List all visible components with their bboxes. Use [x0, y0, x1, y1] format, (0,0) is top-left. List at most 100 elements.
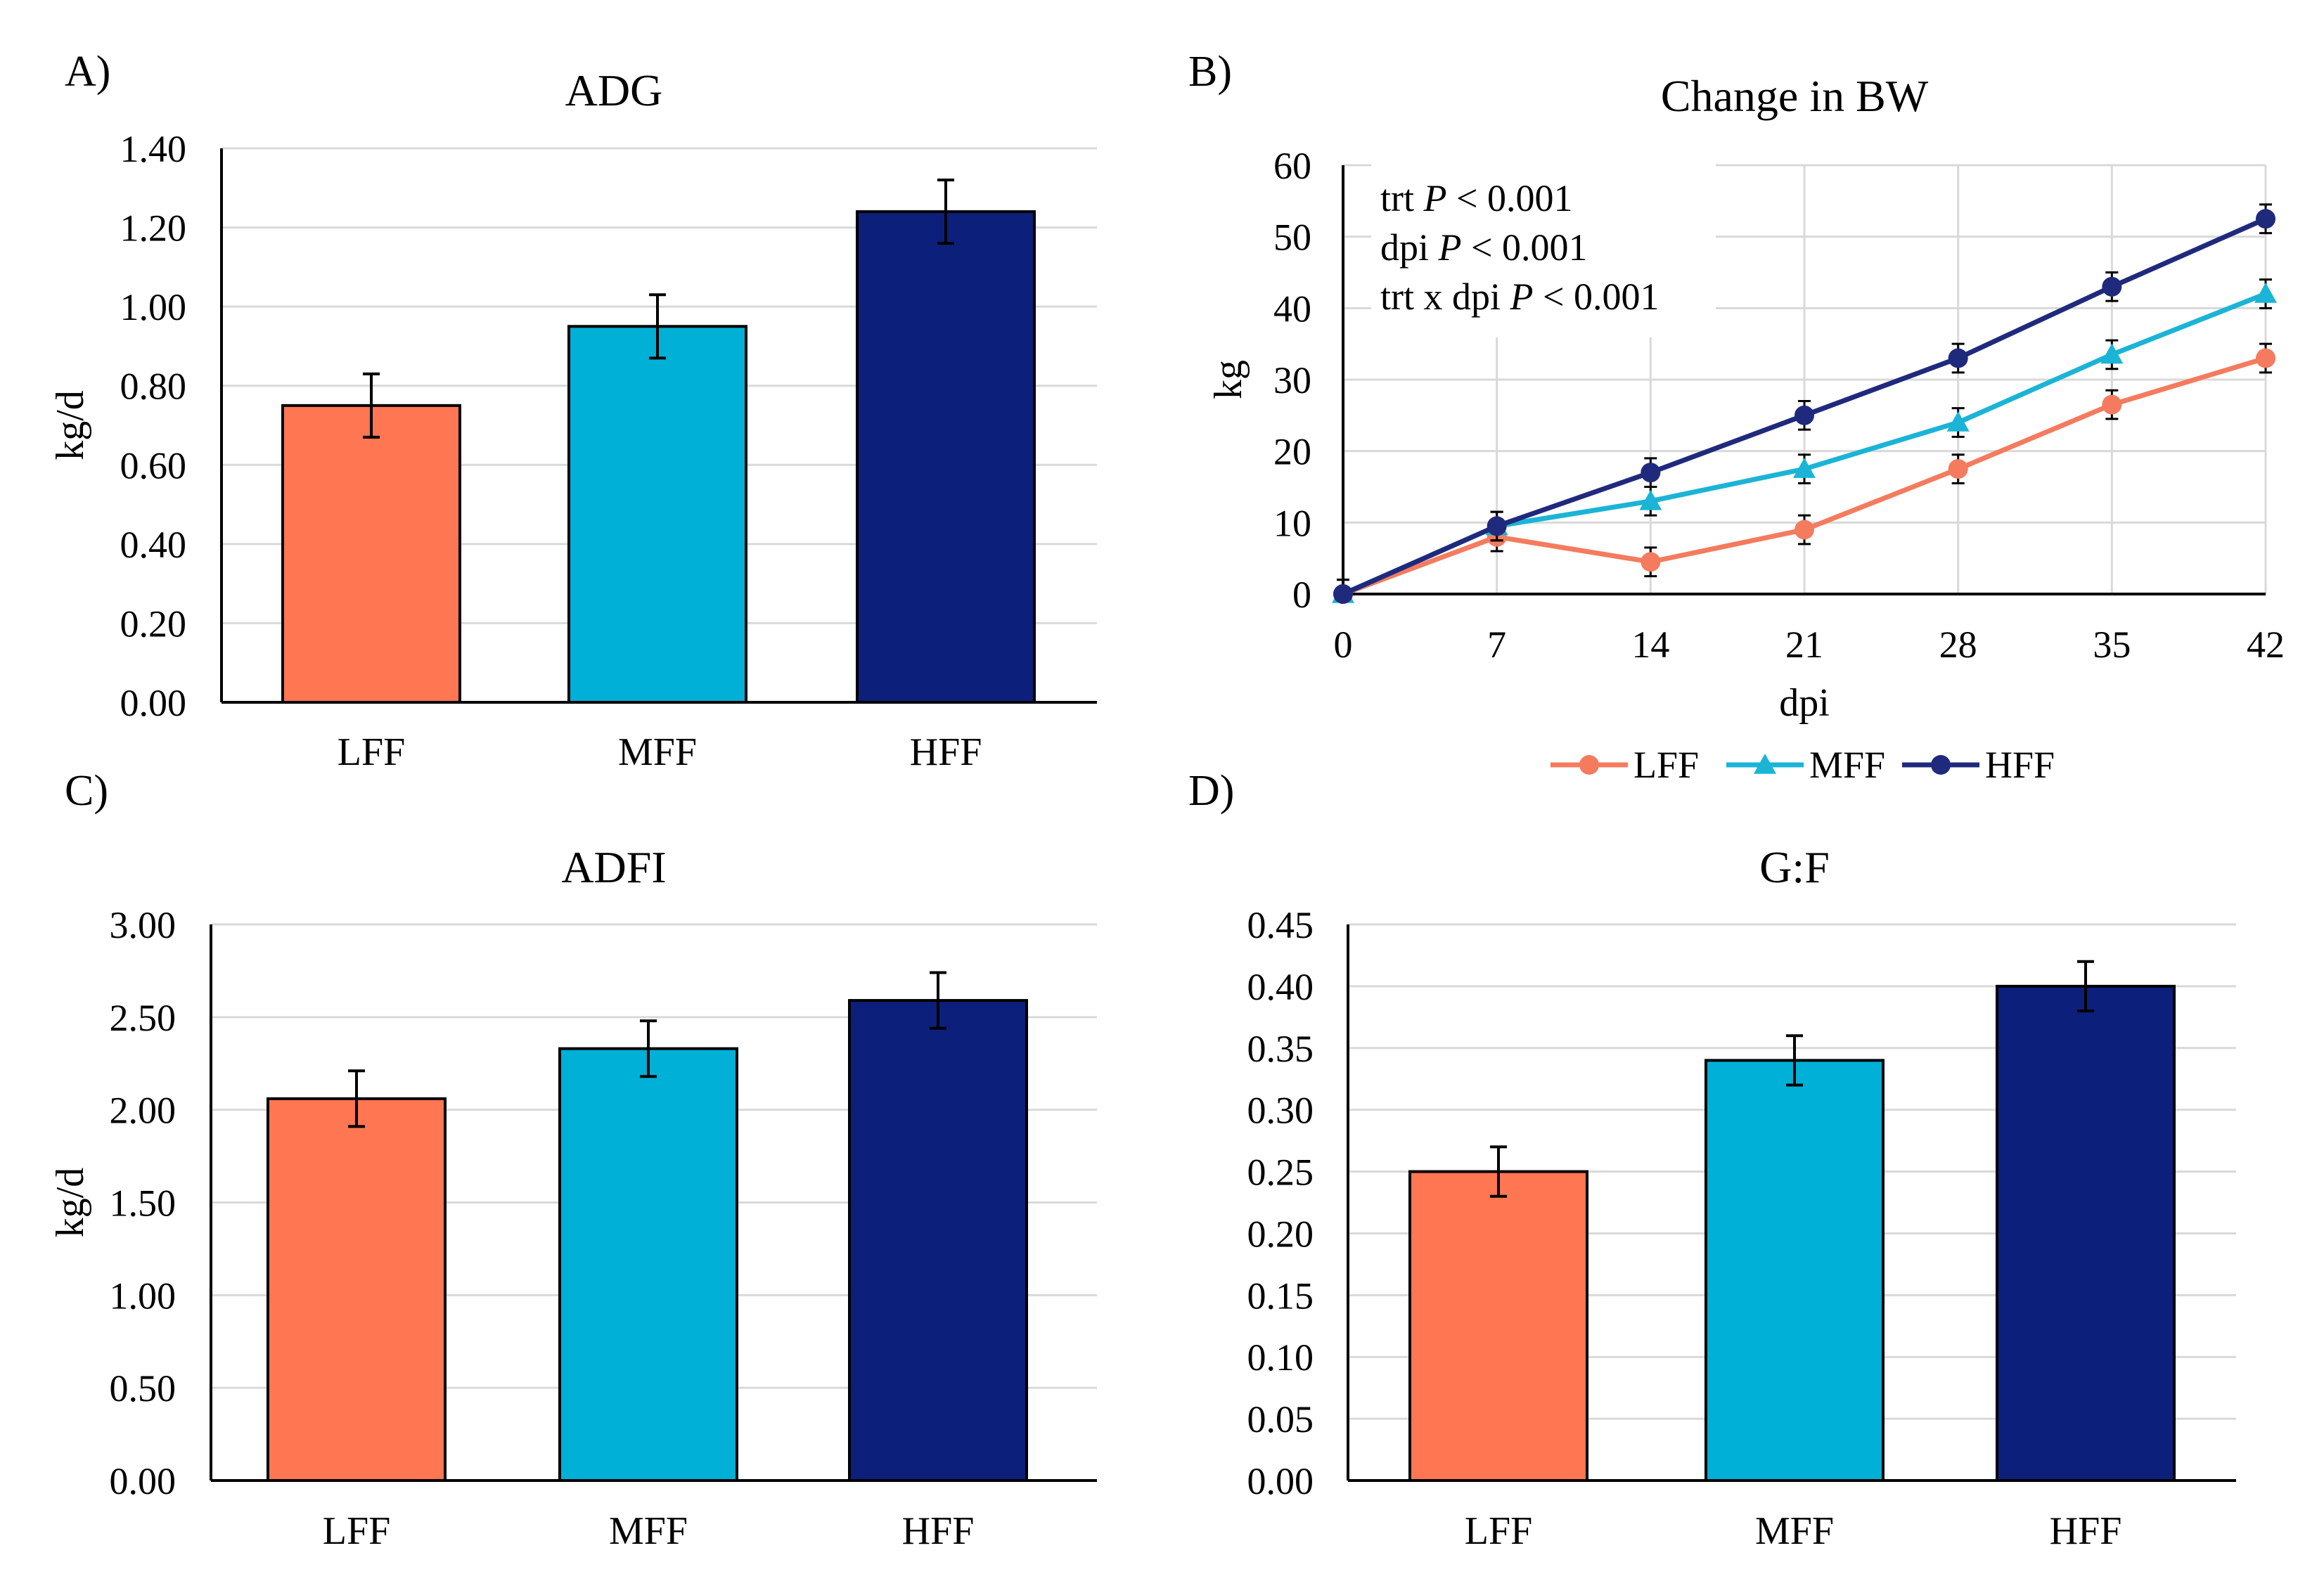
- x-tick-label: MFF: [1755, 1509, 1834, 1553]
- x-tick-label: 35: [2093, 624, 2131, 666]
- panel-0: A) ADG 0.00 0.20 0.40 0.60 0.80 1.00 1.20 1.40 LFF…: [49, 48, 1097, 774]
- x-tick-label: HFF: [902, 1509, 975, 1553]
- y-tick-label: 10: [1273, 502, 1311, 544]
- y-tick-label: 1.20: [120, 207, 187, 250]
- x-tick-label: HFF: [910, 730, 982, 774]
- x-tick-label: 7: [1487, 624, 1506, 666]
- x-tick-label: LFF: [1465, 1509, 1533, 1553]
- y-tick-label: 0: [1292, 574, 1311, 616]
- y-tick-label: 0.20: [1247, 1213, 1314, 1255]
- stat-italic: P: [1438, 226, 1462, 269]
- y-tick-label: 0.60: [120, 444, 187, 486]
- y-tick-label: 0.40: [120, 524, 187, 566]
- legend-label: HFF: [1985, 744, 2055, 786]
- data-point: [1639, 489, 1662, 510]
- stat-italic: P: [1423, 177, 1447, 219]
- chart-title: ADG: [565, 65, 663, 115]
- data-point: [1948, 348, 1968, 368]
- y-tick-label: 3.00: [110, 904, 176, 946]
- y-tick-label: 1.00: [110, 1275, 176, 1317]
- y-tick-label: 20: [1273, 431, 1311, 473]
- stat-suffix: < 0.001: [1447, 177, 1573, 219]
- annotation-box: [1371, 158, 1716, 337]
- bar: [281, 404, 461, 704]
- y-tick-label: 1.40: [120, 128, 187, 170]
- x-tick-label: 21: [1785, 624, 1823, 666]
- data-point: [1795, 520, 1814, 540]
- bar: [848, 999, 1028, 1483]
- bar: [856, 210, 1036, 704]
- series-HFF: [1333, 203, 2275, 604]
- y-tick-label: 2.00: [110, 1090, 176, 1132]
- stat-italic: P: [1510, 276, 1534, 318]
- bar: [1996, 984, 2176, 1482]
- y-tick-label: 0.10: [1247, 1336, 1314, 1379]
- legend-label: LFF: [1633, 744, 1699, 786]
- stat-prefix: dpi: [1380, 226, 1439, 269]
- stat-annotation: trt x dpi P < 0.001: [1380, 276, 1659, 318]
- stat-suffix: < 0.001: [1534, 276, 1659, 318]
- data-point: [1795, 405, 1814, 425]
- x-tick-label: MFF: [618, 730, 697, 774]
- y-tick-label: 2.50: [110, 997, 176, 1039]
- y-tick-label: 0.25: [1247, 1152, 1314, 1194]
- y-tick-label: 0.40: [1247, 966, 1314, 1008]
- data-point: [1641, 552, 1661, 572]
- panel-1: B) Change in BW 0 10 20 30 40 50 60 0 7 14 21 28 35 42 t…: [1188, 48, 2285, 786]
- y-axis-label: kg/d: [49, 1168, 92, 1238]
- legend-marker: [1754, 754, 1776, 774]
- legend-entry: LFF: [1551, 744, 1699, 786]
- x-tick-label: 14: [1631, 624, 1669, 666]
- panel-2: C) ADFI 0.00 0.50 1.00 1.50 2.00 2.50 3.00 LFF MFF…: [49, 767, 1097, 1553]
- data-point: [2102, 394, 2122, 415]
- bar: [558, 1047, 738, 1482]
- panel-label: B): [1188, 48, 1232, 96]
- data-point: [1641, 463, 1661, 483]
- data-point: [2254, 283, 2277, 303]
- x-tick-label: LFF: [338, 730, 406, 774]
- panel-label: A): [65, 48, 110, 96]
- data-point: [2256, 348, 2275, 368]
- y-tick-label: 0.45: [1247, 904, 1314, 946]
- x-tick-label: 42: [2247, 624, 2285, 666]
- panel-label: C): [65, 767, 108, 815]
- y-tick-label: 0.15: [1247, 1275, 1314, 1317]
- legend-entry: MFF: [1726, 744, 1885, 786]
- data-point: [1333, 584, 1353, 604]
- y-tick-label: 0.00: [1247, 1460, 1314, 1502]
- y-tick-label: 50: [1273, 217, 1311, 259]
- y-tick-label: 0.80: [120, 366, 187, 408]
- legend-label: MFF: [1809, 744, 1885, 786]
- legend-marker: [1931, 755, 1951, 775]
- y-tick-label: 0.00: [110, 1460, 176, 1502]
- data-point: [2102, 276, 2122, 297]
- legend-marker: [1579, 755, 1599, 775]
- stat-prefix: trt: [1380, 177, 1424, 219]
- y-tick-label: 30: [1273, 359, 1311, 401]
- y-axis-label: kg/d: [49, 390, 92, 460]
- stat-annotation: dpi P < 0.001: [1380, 226, 1587, 269]
- bar: [567, 325, 747, 704]
- data-point: [2256, 209, 2275, 229]
- legend-entry: HFF: [1902, 744, 2055, 786]
- chart-title: ADFI: [561, 842, 666, 892]
- data-point: [1948, 459, 1968, 479]
- panel-label: D): [1188, 767, 1234, 815]
- y-tick-label: 1.50: [110, 1182, 176, 1225]
- bar: [1408, 1170, 1588, 1482]
- stat-annotation: trt P < 0.001: [1380, 177, 1572, 219]
- data-point: [1793, 458, 1816, 478]
- y-tick-label: 60: [1273, 145, 1311, 187]
- chart-title: Change in BW: [1661, 71, 1929, 121]
- y-tick-label: 0.00: [120, 682, 187, 724]
- data-point: [1946, 411, 1970, 432]
- x-tick-label: LFF: [323, 1509, 391, 1553]
- bar: [1705, 1059, 1885, 1483]
- stat-suffix: < 0.001: [1462, 226, 1588, 269]
- x-tick-label: 28: [1939, 624, 1977, 666]
- x-tick-label: 0: [1334, 624, 1353, 666]
- y-tick-label: 40: [1273, 288, 1311, 330]
- data-point: [2100, 343, 2124, 364]
- x-tick-label: MFF: [609, 1509, 688, 1553]
